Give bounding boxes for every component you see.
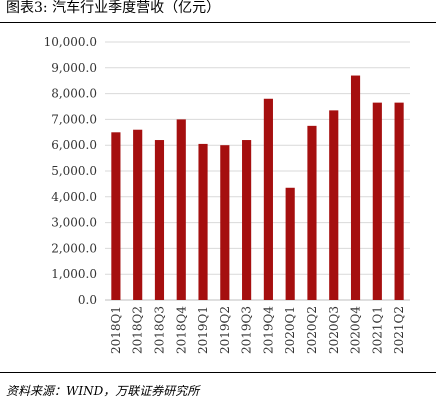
bar [111, 132, 121, 300]
bar [154, 140, 165, 300]
y-tick-label: 8,000.0 [51, 87, 97, 101]
y-tick-label: 3,000.0 [51, 216, 97, 230]
source-note: 资料来源：WIND，万联证券研究所 [6, 384, 200, 398]
bar [133, 129, 143, 300]
bar [394, 102, 404, 300]
x-category-label: 2019Q2 [218, 306, 232, 354]
x-category-label: 2020Q3 [327, 306, 341, 354]
x-category-label: 2018Q4 [174, 306, 188, 354]
bar [198, 143, 208, 300]
x-category-label: 2018Q2 [131, 306, 145, 354]
y-tick-label: 10,000.0 [44, 35, 97, 49]
x-category-label: 2020Q2 [305, 306, 319, 354]
y-tick-label: 5,000.0 [51, 164, 97, 178]
bar [350, 75, 361, 300]
x-category-label: 2018Q1 [109, 306, 123, 354]
x-category-label: 2018Q3 [152, 306, 166, 354]
x-category-label: 2021Q2 [392, 306, 406, 354]
x-category-label: 2020Q4 [349, 306, 363, 354]
x-category-label: 2019Q4 [261, 306, 275, 354]
chart-title: 图表3: 汽车行业季度营收（亿元） [6, 0, 221, 16]
bar [220, 145, 230, 300]
bar-chart: 0.0 1,000.0 2,000.0 3,000.0 4,000.0 5,000.0 6,… [0, 22, 436, 372]
x-category-label: 2020Q1 [283, 306, 297, 354]
chart-canvas: 0.0 1,000.0 2,000.0 3,000.0 4,000.0 5,000.0 6,… [44, 35, 410, 354]
x-category-label: 2019Q1 [196, 306, 210, 354]
x-category-label: 2019Q3 [240, 306, 254, 354]
bar [176, 119, 186, 301]
y-tick-label: 6,000.0 [51, 138, 97, 152]
y-tick-label: 7,000.0 [51, 112, 97, 126]
bar [307, 125, 317, 300]
bar [285, 187, 295, 300]
x-category-label: 2021Q1 [370, 306, 384, 354]
y-tick-label: 0.0 [78, 293, 97, 307]
chart-header: 图表3: 汽车行业季度营收（亿元） [0, 0, 436, 23]
bar [329, 110, 339, 301]
bar [372, 102, 382, 300]
y-tick-label: 9,000.0 [51, 61, 97, 75]
y-tick-label: 2,000.0 [51, 241, 97, 255]
bar [263, 98, 273, 300]
y-tick-label: 4,000.0 [51, 190, 97, 204]
y-tick-label: 1,000.0 [51, 267, 97, 281]
footer-divider [0, 372, 436, 373]
bar [242, 140, 252, 300]
